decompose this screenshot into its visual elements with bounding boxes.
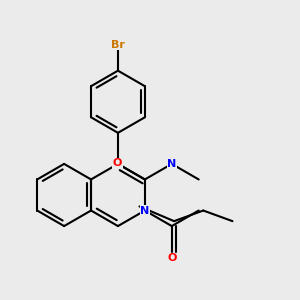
Text: N: N — [140, 206, 149, 215]
Text: N: N — [113, 159, 123, 169]
Text: Br: Br — [111, 40, 125, 50]
Text: N: N — [167, 159, 176, 169]
Text: O: O — [167, 253, 176, 263]
Text: O: O — [112, 158, 122, 168]
